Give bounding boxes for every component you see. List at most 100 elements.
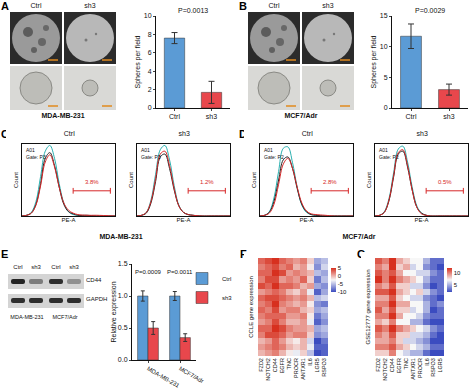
svg-text:0: 0 xyxy=(338,273,342,279)
html-text:Ctrl: Ctrl xyxy=(30,2,42,9)
svg-text:NOTCH2: NOTCH2 xyxy=(382,358,388,381)
html-text:sh3: sh3 xyxy=(322,2,334,9)
svg-text:Ctrl: Ctrl xyxy=(406,113,417,120)
svg-text:Ctrl: Ctrl xyxy=(222,276,231,282)
svg-text:0.0: 0.0 xyxy=(118,356,128,363)
html-text:sh3: sh3 xyxy=(69,264,79,270)
svg-text:sh3: sh3 xyxy=(179,130,190,137)
svg-text:1.0: 1.0 xyxy=(118,292,128,299)
svg-text:A01Gate: P2: A01Gate: P2 xyxy=(379,147,399,160)
html-text:F: F xyxy=(240,248,247,260)
html-text:Ctrl: Ctrl xyxy=(51,264,61,270)
svg-text:Count: Count xyxy=(13,172,19,188)
html-text:GAPDH: GAPDH xyxy=(86,296,108,302)
html-text:Ctrl: Ctrl xyxy=(268,2,280,9)
html-text:MCF7/Adr: MCF7/Adr xyxy=(342,233,376,240)
html-text:CD44: CD44 xyxy=(86,277,102,283)
svg-text:ANTXR1: ANTXR1 xyxy=(410,358,416,380)
svg-text:2.8%: 2.8% xyxy=(323,179,337,185)
html-text:D: D xyxy=(239,128,247,140)
html-text:sh3: sh3 xyxy=(84,2,96,9)
svg-text:PROCR: PROCR xyxy=(417,358,423,378)
svg-text:Ctrl: Ctrl xyxy=(64,130,75,137)
svg-text:GSE12777 gene expression: GSE12777 gene expression xyxy=(365,269,371,344)
svg-text:Ctrl: Ctrl xyxy=(302,130,313,137)
svg-text:Spheres per field: Spheres per field xyxy=(134,35,142,88)
html-text:sh3: sh3 xyxy=(31,264,41,270)
svg-text:5: 5 xyxy=(338,265,342,271)
svg-text:TNC: TNC xyxy=(286,358,292,369)
svg-text:0.5%: 0.5% xyxy=(438,179,452,185)
svg-text:sh3: sh3 xyxy=(443,113,454,120)
svg-text:sh3: sh3 xyxy=(222,295,232,301)
svg-text:IL6: IL6 xyxy=(424,358,430,366)
svg-text:2: 2 xyxy=(148,86,152,93)
svg-text:CCLE gene expression: CCLE gene expression xyxy=(248,276,254,338)
svg-text:RSPO3: RSPO3 xyxy=(430,358,436,377)
svg-text:FZD2: FZD2 xyxy=(375,358,381,372)
svg-text:LGR5: LGR5 xyxy=(314,358,320,372)
svg-text:PE-A: PE-A xyxy=(61,217,75,223)
svg-text:10: 10 xyxy=(144,12,152,19)
svg-text:RSPO3: RSPO3 xyxy=(321,358,327,377)
svg-text:Count: Count xyxy=(366,172,372,188)
svg-text:0.5: 0.5 xyxy=(118,324,128,331)
svg-text:10: 10 xyxy=(454,270,461,276)
svg-text:Count: Count xyxy=(251,172,257,188)
html-text:MCF7/Adr: MCF7/Adr xyxy=(284,112,318,119)
svg-text:Count: Count xyxy=(128,172,134,188)
svg-text:1.2%: 1.2% xyxy=(200,179,214,185)
svg-text:-5: -5 xyxy=(338,281,344,287)
svg-text:A01Gate: P3: A01Gate: P3 xyxy=(141,147,161,160)
svg-text:0: 0 xyxy=(384,104,388,111)
svg-text:P=0.0029: P=0.0029 xyxy=(415,7,445,14)
html-text:B: B xyxy=(239,0,247,12)
svg-text:IL6: IL6 xyxy=(307,358,313,366)
html-text:G: G xyxy=(357,248,366,260)
svg-text:5: 5 xyxy=(454,282,458,288)
html-text:MDA-MB-231: MDA-MB-231 xyxy=(99,233,143,240)
html-text:Ctrl: Ctrl xyxy=(13,264,23,270)
svg-text:-10: -10 xyxy=(338,289,347,295)
svg-text:5: 5 xyxy=(384,74,388,81)
svg-text:Spheres per field: Spheres per field xyxy=(370,35,378,88)
html-text:A: A xyxy=(1,0,9,12)
svg-text:10: 10 xyxy=(380,43,388,50)
svg-text:8: 8 xyxy=(148,31,152,38)
svg-text:ANTXR1: ANTXR1 xyxy=(300,358,306,380)
svg-text:sh3: sh3 xyxy=(206,113,217,120)
svg-text:PE-A: PE-A xyxy=(176,217,190,223)
html-text:MDA-MB-231: MDA-MB-231 xyxy=(10,314,44,320)
svg-text:15: 15 xyxy=(380,12,388,19)
svg-text:MCF7/Adr: MCF7/Adr xyxy=(178,365,205,384)
svg-text:NOTCH2: NOTCH2 xyxy=(265,358,271,381)
svg-text:A01Gate: P2: A01Gate: P2 xyxy=(264,147,284,160)
svg-text:FZD2: FZD2 xyxy=(258,358,264,372)
svg-text:4: 4 xyxy=(148,68,152,75)
svg-text:PE-A: PE-A xyxy=(414,217,428,223)
svg-text:TNC: TNC xyxy=(403,358,409,369)
svg-text:sh3: sh3 xyxy=(417,130,428,137)
svg-text:CD44: CD44 xyxy=(389,358,395,372)
svg-text:Relative expression: Relative expression xyxy=(110,281,118,342)
svg-text:PROCR: PROCR xyxy=(293,358,299,378)
svg-text:P=0.0009: P=0.0009 xyxy=(135,269,162,275)
svg-text:P=0.0013: P=0.0013 xyxy=(178,7,208,14)
svg-text:LGR5: LGR5 xyxy=(437,358,443,372)
svg-text:MDA-MB-231: MDA-MB-231 xyxy=(146,365,181,389)
svg-text:1.5: 1.5 xyxy=(118,260,128,267)
html-text:C: C xyxy=(1,128,9,140)
svg-text:6: 6 xyxy=(148,49,152,56)
svg-text:Ctrl: Ctrl xyxy=(169,113,180,120)
html-text:E: E xyxy=(1,248,9,260)
svg-text:3.8%: 3.8% xyxy=(85,179,99,185)
svg-text:PE-A: PE-A xyxy=(299,217,313,223)
svg-text:EGFR: EGFR xyxy=(396,358,402,373)
svg-text:0: 0 xyxy=(148,104,152,111)
svg-text:CD44: CD44 xyxy=(272,358,278,372)
svg-text:EGFR: EGFR xyxy=(279,358,285,373)
html-text:MDA-MB-231: MDA-MB-231 xyxy=(41,112,85,119)
svg-text:A01Gate: P3: A01Gate: P3 xyxy=(26,147,46,160)
svg-text:P=0.0011: P=0.0011 xyxy=(167,269,193,275)
html-text:MCF7/Adr: MCF7/Adr xyxy=(52,314,78,320)
